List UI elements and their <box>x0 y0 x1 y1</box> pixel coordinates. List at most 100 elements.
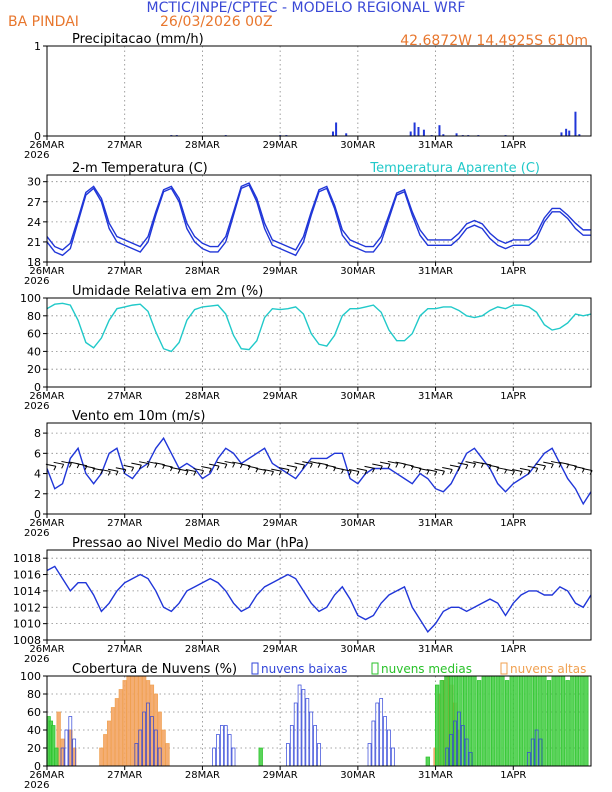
x-tick-label: 31MAR <box>418 518 453 529</box>
legend-label-nuvens-medias: nuvens medias <box>381 662 472 676</box>
wind-barb-flag <box>434 471 438 476</box>
wind-barb <box>465 461 476 465</box>
wind-barb <box>302 461 313 465</box>
y-tick-label: 1008 <box>13 634 41 647</box>
x-tick-label: 28MAR <box>185 770 220 781</box>
y-tick-label: 18 <box>27 256 41 269</box>
cloud-bar-nuvens-medias <box>481 675 486 767</box>
y-tick-label: 4 <box>34 468 41 481</box>
y-tick-label: 2 <box>34 488 41 501</box>
wind-barb <box>123 464 134 468</box>
x-year-label: 2026 <box>24 150 49 161</box>
y-tick-label: 8 <box>34 427 41 440</box>
wind-barb <box>434 468 445 472</box>
x-tick-label: 26MAR <box>29 266 64 277</box>
x-tick-label: 29MAR <box>263 266 298 277</box>
cloud-bar-nuvens-medias <box>472 675 477 767</box>
precip-bar <box>442 134 445 136</box>
x-tick-label: 1APR <box>500 518 526 529</box>
wind-barb-flag <box>68 463 72 468</box>
x-tick-label: 29MAR <box>263 140 298 151</box>
cloud-bar-nuvens-medias <box>551 675 556 767</box>
panel-frame <box>46 297 592 388</box>
wind-barb-flag <box>61 464 65 469</box>
y-tick-label: 100 <box>20 670 41 683</box>
cloud-bar-nuvens-altas <box>161 729 166 767</box>
wind-barb-flag <box>107 471 111 476</box>
wind-barb-flag <box>278 470 282 476</box>
wind-barb <box>84 465 95 469</box>
x-tick-label: 27MAR <box>107 140 142 151</box>
cloud-bar-nuvens-medias <box>444 675 449 767</box>
x-year-label: 2026 <box>24 401 49 412</box>
wind-barb-flag <box>480 463 484 468</box>
wind-barb <box>325 464 336 468</box>
panel-5: 0 20 40 60 80 100 26MAR 27MAR 28MAR 29MAR 30MAR 31M… <box>20 662 592 791</box>
x-tick-label: 1APR <box>500 770 526 781</box>
y-tick-label: 0 <box>34 381 41 394</box>
wind-barb-flag <box>387 463 391 469</box>
wind-barb-flag <box>348 470 352 476</box>
cloud-bar-nuvens-altas <box>110 707 116 767</box>
x-tick-label: 31MAR <box>418 770 453 781</box>
wind-barb <box>139 461 150 465</box>
location-label: BA PINDAI <box>8 14 79 30</box>
y-tick-label: 20 <box>27 363 41 376</box>
wind-barb <box>240 463 251 467</box>
precip-bar <box>565 128 568 136</box>
cloud-bar-nuvens-baixas <box>383 716 387 767</box>
x-tick-label: 29MAR <box>263 518 298 529</box>
wind-barb-flag <box>76 463 80 469</box>
precip-bar <box>455 133 458 136</box>
wind-barb <box>379 461 391 465</box>
wind-barb-flag <box>426 470 430 475</box>
cloud-bar-nuvens-medias <box>486 675 491 767</box>
x-tick-label: 26MAR <box>29 391 64 402</box>
cloud-bar-nuvens-medias <box>514 675 519 767</box>
wind-barb <box>488 464 499 468</box>
apparent-temp-legend: Temperatura Aparente (C) <box>369 161 540 176</box>
cloud-bar-nuvens-baixas <box>301 689 306 767</box>
legend-swatch-nuvens-medias <box>371 662 379 675</box>
precip-bar <box>422 129 425 136</box>
x-tick-label: 1APR <box>500 140 526 151</box>
wind-barb <box>224 460 235 464</box>
cloud-bar-nuvens-medias <box>574 675 580 767</box>
wind-barb <box>271 468 282 472</box>
wind-barb-flag <box>465 464 469 470</box>
wind-barb-flag <box>473 463 476 468</box>
wind-barb-flag <box>216 465 220 471</box>
cloud-bar-nuvens-medias <box>560 675 566 767</box>
cloud-bar-nuvens-baixas <box>231 747 236 767</box>
cloud-bar-nuvens-baixas <box>317 743 321 767</box>
x-tick-label: 30MAR <box>340 266 375 277</box>
wind-barb <box>341 468 352 472</box>
x-tick-label: 30MAR <box>340 518 375 529</box>
panel-4: 1008 1010 1012 1014 1016 1018 26MAR 27MAR 28MAR 2… <box>13 536 592 665</box>
precip-bar <box>560 132 563 136</box>
wind-barb <box>364 465 375 469</box>
x-tick-label: 27MAR <box>107 266 142 277</box>
cloud-bar-nuvens-baixas <box>212 747 216 767</box>
cloud-bar-nuvens-medias <box>546 680 552 767</box>
wind-barb <box>107 468 119 472</box>
cloud-bar-nuvens-altas <box>103 734 108 767</box>
wind-barb-flag <box>131 467 135 472</box>
cloud-bar-nuvens-altas <box>107 720 112 767</box>
x-tick-label: 28MAR <box>185 644 220 655</box>
wind-barb-flag <box>457 466 461 472</box>
cloud-bar-nuvens-baixas <box>293 702 298 767</box>
x-tick-label: 26MAR <box>29 140 64 151</box>
cloud-bar-nuvens-baixas <box>289 725 294 767</box>
precip-bar <box>417 127 420 136</box>
cloud-bar-nuvens-medias <box>584 675 589 767</box>
y-tick-label: 20 <box>27 742 41 755</box>
cloud-bar-nuvens-baixas <box>305 698 310 767</box>
wind-barb <box>76 463 88 467</box>
wind-barb <box>162 464 173 468</box>
x-tick-label: 1APR <box>500 266 526 277</box>
panel-frame <box>46 675 592 767</box>
wind-barb <box>100 468 111 472</box>
panel-title: 2-m Temperatura (C) <box>72 161 208 176</box>
x-tick-label: 30MAR <box>340 391 375 402</box>
